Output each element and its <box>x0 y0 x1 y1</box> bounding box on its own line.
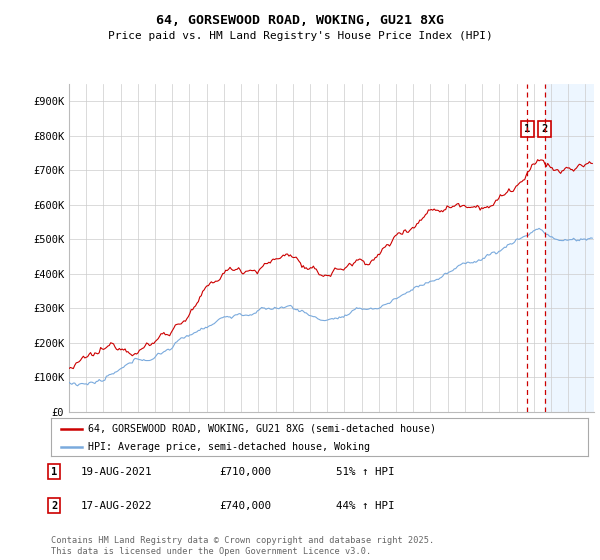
Text: Price paid vs. HM Land Registry's House Price Index (HPI): Price paid vs. HM Land Registry's House … <box>107 31 493 41</box>
Bar <box>545 84 594 412</box>
Text: £740,000: £740,000 <box>219 501 271 511</box>
Text: 2: 2 <box>51 501 57 511</box>
Text: 64, GORSEWOOD ROAD, WOKING, GU21 8XG: 64, GORSEWOOD ROAD, WOKING, GU21 8XG <box>156 14 444 27</box>
Text: 64, GORSEWOOD ROAD, WOKING, GU21 8XG (semi-detached house): 64, GORSEWOOD ROAD, WOKING, GU21 8XG (se… <box>88 424 436 434</box>
Text: £710,000: £710,000 <box>219 466 271 477</box>
Text: 44% ↑ HPI: 44% ↑ HPI <box>336 501 395 511</box>
Text: 2: 2 <box>541 124 548 134</box>
Text: 1: 1 <box>51 466 57 477</box>
Text: Contains HM Land Registry data © Crown copyright and database right 2025.
This d: Contains HM Land Registry data © Crown c… <box>51 536 434 556</box>
Text: 51% ↑ HPI: 51% ↑ HPI <box>336 466 395 477</box>
Text: HPI: Average price, semi-detached house, Woking: HPI: Average price, semi-detached house,… <box>88 442 370 452</box>
Text: 19-AUG-2021: 19-AUG-2021 <box>81 466 152 477</box>
Text: 1: 1 <box>524 124 530 134</box>
Text: 17-AUG-2022: 17-AUG-2022 <box>81 501 152 511</box>
